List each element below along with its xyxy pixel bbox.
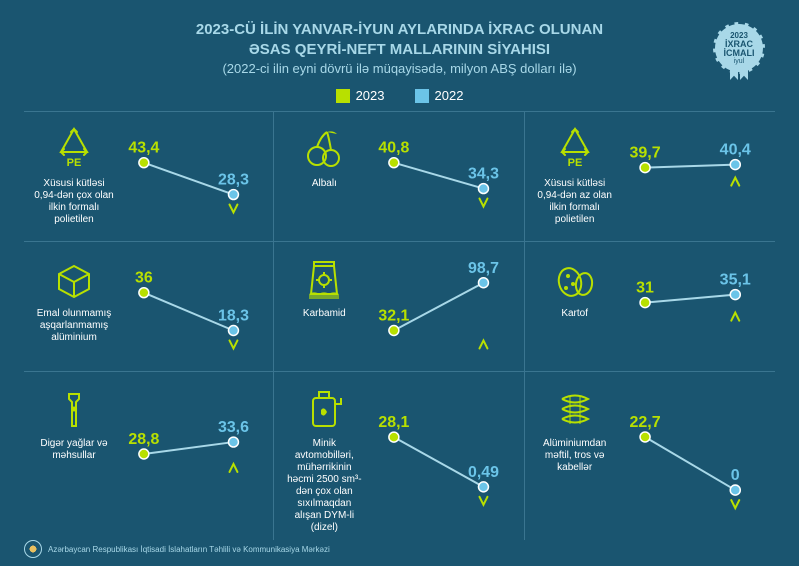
footer-logo-icon: [24, 540, 42, 558]
item-cell: Alüminiumdan məftil, tros və kabellər 22…: [525, 371, 775, 540]
value-2022: 0: [730, 467, 739, 485]
value-2023: 22,7: [629, 413, 660, 431]
value-2022: 28,3: [218, 172, 249, 189]
item-label: Kartof: [561, 308, 588, 320]
item-chart: 39,7 40,4: [615, 120, 765, 235]
trend-arrow-icon: [229, 204, 237, 212]
header: 2023-CÜ İLİN YANVAR-İYUN AYLARINDA İXRAC…: [0, 0, 799, 82]
trend-arrow-icon: [731, 501, 739, 509]
cherry-icon: [299, 124, 349, 174]
oil-icon: [49, 384, 99, 434]
subtitle: (2022-ci ilin eyni dövrü ilə müqayisədə,…: [100, 61, 699, 76]
value-2023: 28,8: [128, 432, 159, 449]
items-grid: PE Xüsusi kütləsi 0,94-dən çox olan ilki…: [0, 111, 799, 551]
trend-arrow-icon: [229, 464, 237, 472]
trend-arrow-icon: [731, 313, 739, 321]
item-label: Digər yağlar və məhsullar: [34, 438, 114, 462]
item-label: Albalı: [312, 178, 337, 190]
item-label: Xüsusi kütləsi 0,94-dən çox olan ilkin f…: [34, 178, 114, 226]
potato-icon: [550, 254, 600, 304]
value-2023: 32,1: [379, 308, 410, 325]
legend: 2023 2022: [0, 88, 799, 103]
value-2023: 36: [135, 270, 153, 287]
item-chart: 43,4 28,3: [114, 120, 263, 235]
trend-arrow-icon: [480, 199, 488, 207]
footer-text: Azərbaycan Respublikası İqtisadi İslahat…: [48, 545, 330, 554]
item-chart: 40,8 34,3: [364, 120, 513, 235]
value-2022: 18,3: [218, 308, 249, 325]
aluminum-icon: [49, 254, 99, 304]
title-line2: ƏSAS QEYRİ-NEFT MALLARININ SİYAHISI: [100, 40, 699, 60]
value-2023: 40,8: [379, 140, 410, 157]
title-line1: 2023-CÜ İLİN YANVAR-İYUN AYLARINDA İXRAC…: [100, 20, 699, 40]
badge-month: iyul: [734, 58, 745, 65]
pe-recycle-icon: PE: [550, 124, 600, 174]
cable-icon: [550, 384, 600, 434]
item-label: Emal olunmamış aşqarlanmamış alüminium: [34, 308, 114, 344]
footer: Azərbaycan Respublikası İqtisadi İslahat…: [24, 540, 330, 558]
item-chart: 36 18,3: [114, 250, 263, 365]
trend-arrow-icon: [480, 341, 488, 349]
item-chart: 28,8 33,6: [114, 380, 263, 534]
value-2023: 39,7: [629, 144, 660, 162]
item-cell: PE Xüsusi kütləsi 0,94-dən çox olan ilki…: [24, 111, 274, 241]
value-2022: 33,6: [218, 420, 249, 437]
item-cell: Karbamid 32,1 98,7: [274, 241, 524, 371]
value-2022: 40,4: [719, 141, 750, 159]
value-2022: 0,49: [468, 464, 499, 481]
item-cell: Minik avtomobilləri, mühərrikinin həcmi …: [274, 371, 524, 540]
pe-recycle-icon: PE: [49, 124, 99, 174]
export-badge: 2023 İXRAC İCMALI iyul: [713, 22, 771, 80]
svg-text:PE: PE: [567, 157, 582, 169]
item-cell: Emal olunmamış aşqarlanmamış alüminium 3…: [24, 241, 274, 371]
trend-arrow-icon: [480, 497, 488, 505]
carbamid-icon: [299, 254, 349, 304]
item-chart: 22,7 0: [615, 380, 765, 534]
legend-2023: 2023: [336, 88, 385, 103]
badge-main: İXRAC İCMALI: [715, 40, 763, 58]
trend-arrow-icon: [731, 178, 739, 186]
svg-text:PE: PE: [67, 157, 82, 169]
trend-arrow-icon: [229, 341, 237, 349]
legend-2022: 2022: [415, 88, 464, 103]
item-chart: 31 35,1: [615, 250, 765, 365]
value-2022: 34,3: [468, 166, 499, 183]
item-chart: 32,1 98,7: [364, 250, 513, 365]
value-2022: 35,1: [719, 271, 750, 289]
item-label: Xüsusi kütləsi 0,94-dən az olan ilkin fo…: [535, 178, 615, 226]
item-chart: 28,1 0,49: [364, 380, 513, 534]
item-cell: PE Xüsusi kütləsi 0,94-dən az olan ilkin…: [525, 111, 775, 241]
value-2023: 43,4: [128, 140, 159, 157]
value-2023: 28,1: [379, 415, 410, 432]
item-label: Karbamid: [303, 308, 346, 320]
item-cell: Digər yağlar və məhsullar 28,8 33,6: [24, 371, 274, 540]
item-cell: Albalı 40,8 34,3: [274, 111, 524, 241]
value-2022: 98,7: [468, 260, 499, 277]
value-2023: 31: [636, 279, 654, 297]
item-label: Minik avtomobilləri, mühərrikinin həcmi …: [284, 438, 364, 534]
item-label: Alüminiumdan məftil, tros və kabellər: [535, 438, 615, 474]
item-cell: Kartof 31 35,1: [525, 241, 775, 371]
diesel-icon: [299, 384, 349, 434]
